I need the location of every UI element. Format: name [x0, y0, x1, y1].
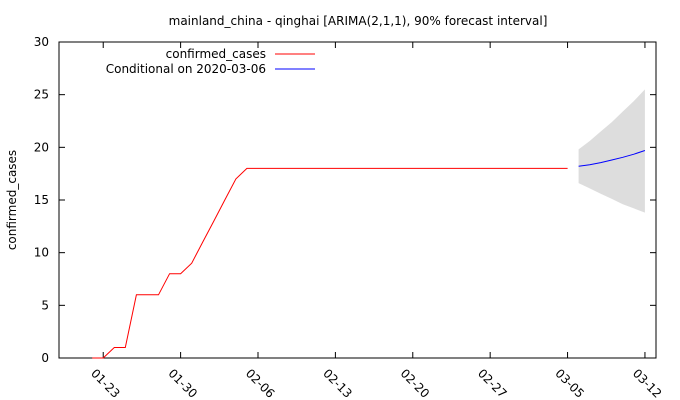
- legend-label-confirmed-cases: confirmed_cases: [166, 47, 266, 61]
- y-tick-label: 30: [34, 35, 49, 49]
- x-tick-label: 02-06: [243, 366, 278, 400]
- forecast-interval-band: [578, 89, 645, 213]
- series-line-1: [578, 150, 646, 167]
- x-tick-label: 01-23: [88, 366, 123, 400]
- y-tick-label: 5: [41, 298, 49, 312]
- x-tick-label: 02-20: [398, 366, 433, 400]
- series-line-0: [92, 167, 568, 359]
- ticks-layer: 0 5 10 15 20 25 30 01-23 01-30 02-06 02-13 02-20 02-…: [34, 35, 665, 400]
- x-tick-label: 02-13: [320, 366, 355, 400]
- y-tick-label: 15: [34, 193, 49, 207]
- legend-label-conditional: Conditional on 2020-03-06: [106, 62, 266, 76]
- chart-title: mainland_china - qinghai [ARIMA(2,1,1), …: [169, 14, 548, 28]
- y-tick-label: 0: [41, 351, 49, 365]
- x-tick-label: 01-30: [165, 366, 200, 400]
- x-tick-label: 02-27: [475, 366, 510, 400]
- y-tick-label: 10: [34, 246, 49, 260]
- series-layer: [92, 150, 646, 359]
- plot-frame: [58, 41, 657, 359]
- y-tick-label: 20: [34, 140, 49, 154]
- x-tick-label: 03-12: [630, 366, 665, 400]
- y-tick-label: 25: [34, 88, 49, 102]
- legend: confirmed_cases Conditional on 2020-03-0…: [106, 47, 315, 76]
- y-axis-label: confirmed_cases: [5, 150, 19, 250]
- forecast-interval-layer: [578, 89, 645, 213]
- x-tick-label: 03-05: [552, 366, 587, 400]
